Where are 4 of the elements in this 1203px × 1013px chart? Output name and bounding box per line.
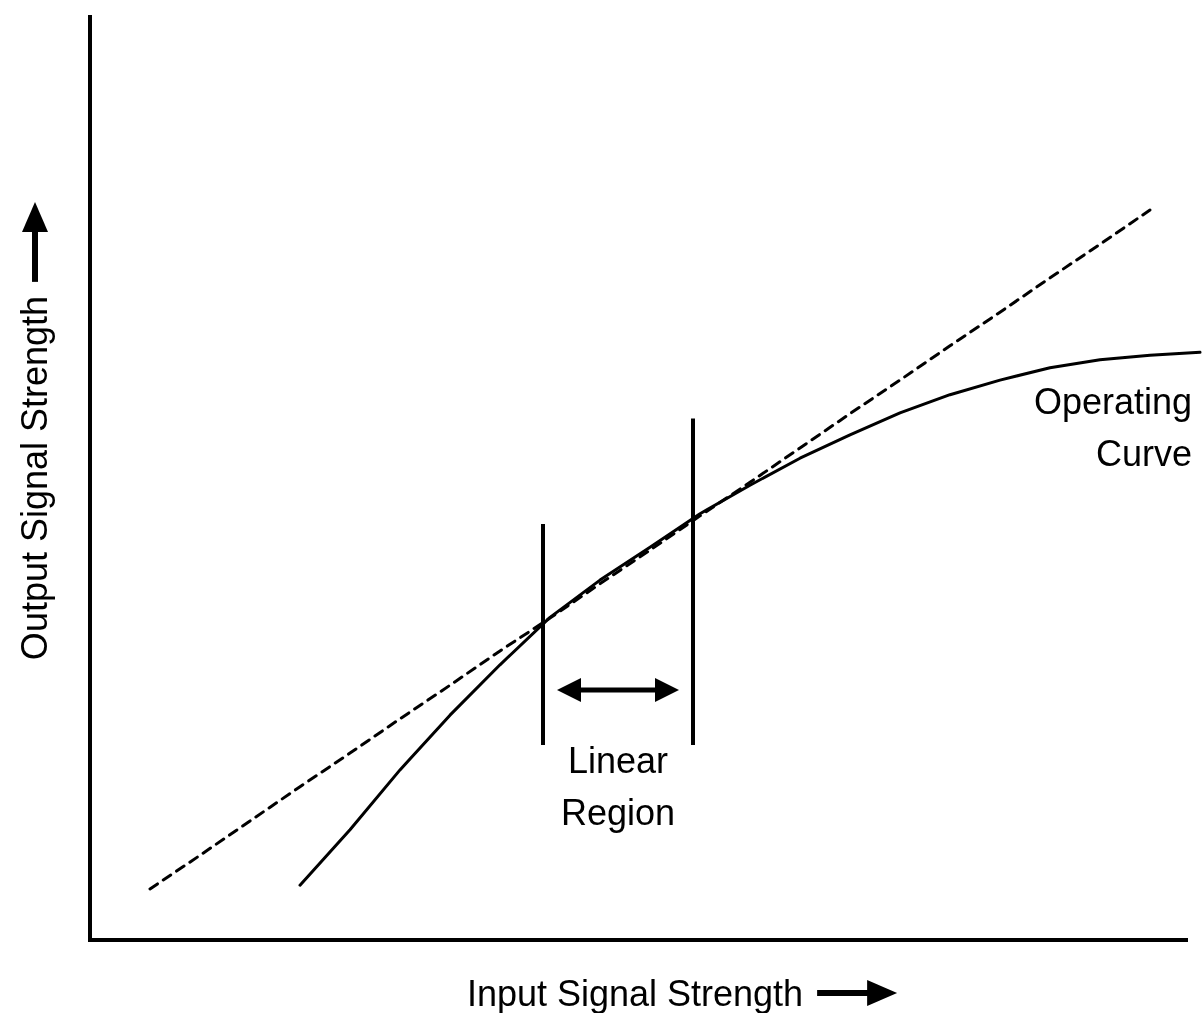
annotation: Linear Region <box>560 740 676 833</box>
series-label: Operating Curve <box>1033 381 1192 475</box>
y-axis-title: Output Signal Strength <box>14 295 55 661</box>
x-axis-title: Input Signal Strength <box>466 973 804 1013</box>
